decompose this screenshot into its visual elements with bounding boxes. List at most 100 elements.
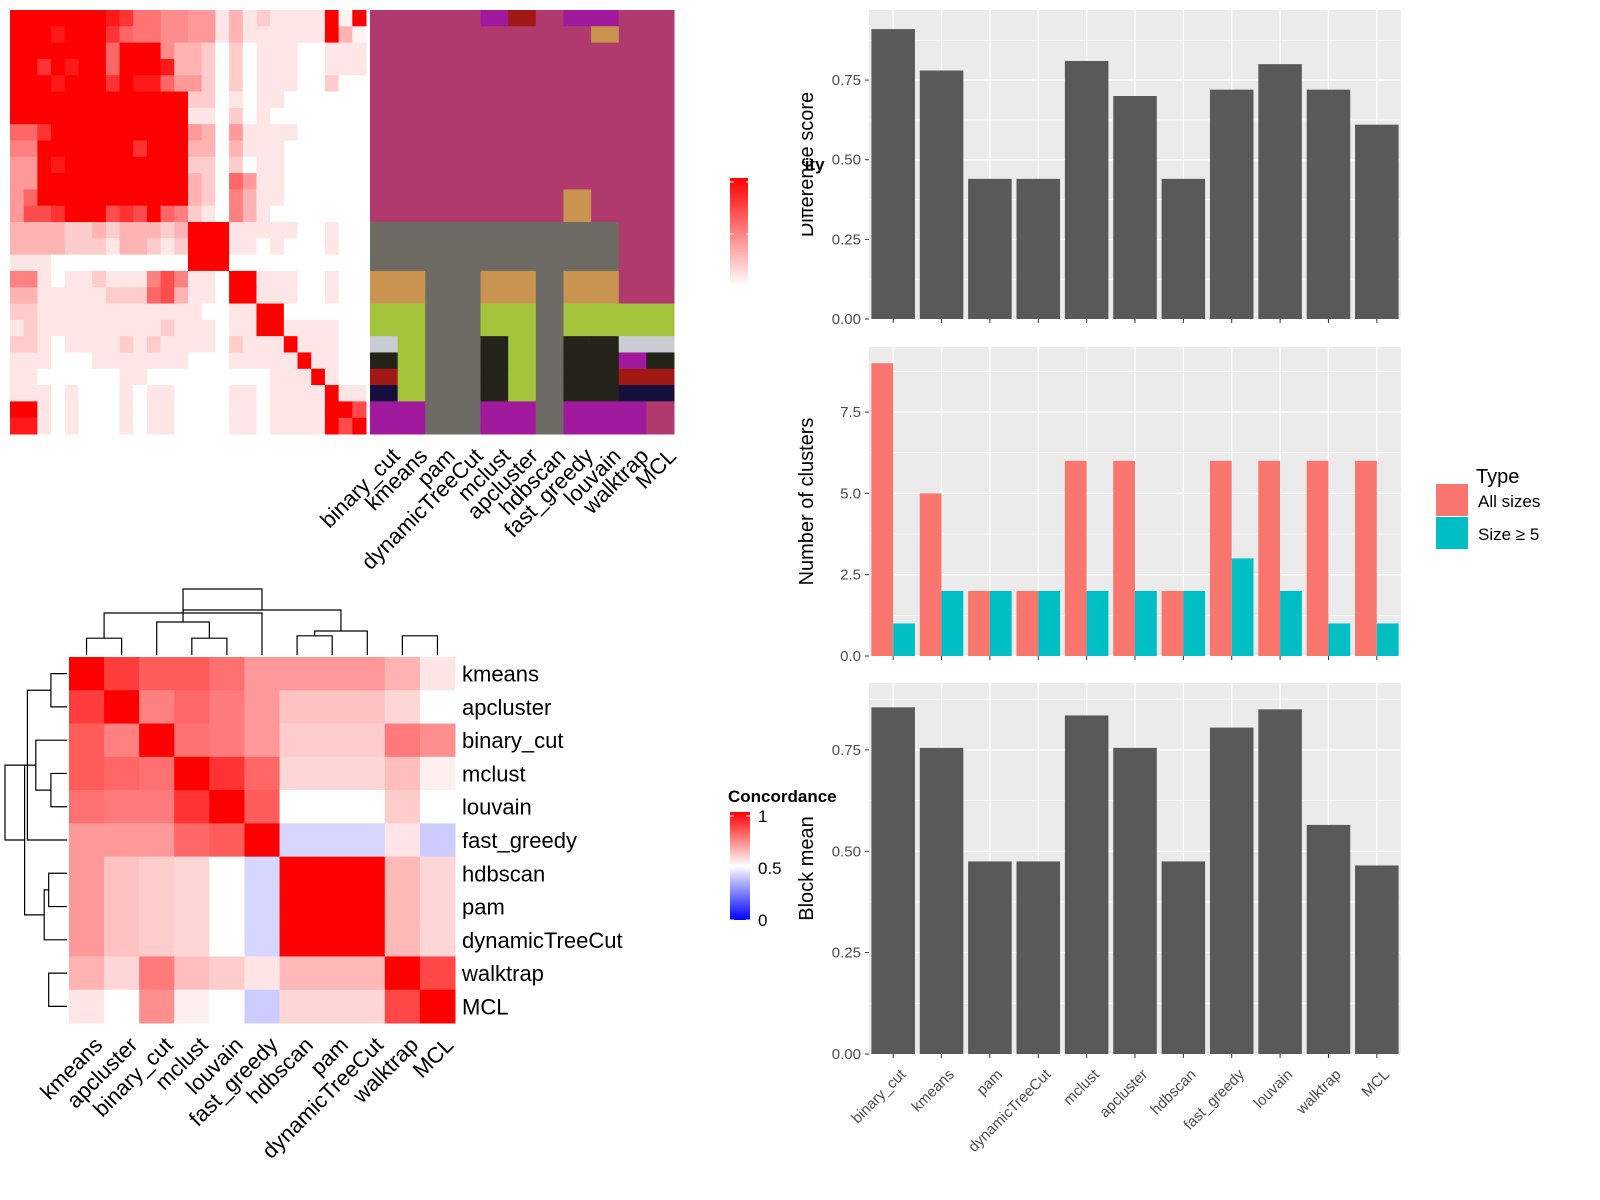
similarity-cell — [311, 189, 326, 207]
similarity-cell — [311, 91, 326, 109]
similarity-cell — [201, 42, 216, 60]
x-tick-label: dynamicTreeCut — [965, 1066, 1055, 1156]
concordance-cell — [314, 856, 351, 891]
cluster-cell — [591, 156, 620, 174]
concordance-cell — [314, 790, 351, 824]
similarity-cell — [201, 58, 216, 76]
concordance-cell — [279, 956, 316, 991]
similarity-cell — [188, 238, 203, 256]
concordance-row-label: hdbscan — [462, 861, 545, 886]
similarity-cell — [338, 91, 353, 109]
cluster-cell — [618, 336, 647, 353]
similarity-cell — [188, 140, 203, 158]
similarity-cell — [119, 26, 134, 44]
concordance-cell — [209, 856, 245, 891]
cluster-cell — [397, 368, 426, 386]
similarity-cell — [229, 107, 244, 125]
similarity-cell — [119, 75, 134, 93]
similarity-cell — [283, 287, 299, 305]
left-dendrogram-branch — [48, 972, 67, 1007]
similarity-cell — [92, 205, 107, 223]
similarity-cell — [105, 189, 121, 207]
similarity-cell — [23, 238, 38, 256]
similarity-cell — [37, 124, 52, 141]
concordance-cell — [314, 723, 351, 758]
cluster-cell — [508, 336, 537, 353]
similarity-cell — [338, 319, 353, 337]
similarity-cell — [283, 10, 299, 27]
cluster-cell — [618, 156, 647, 174]
similarity-cell — [51, 287, 66, 305]
bar — [941, 590, 964, 656]
similarity-cell — [270, 91, 285, 109]
similarity-cell — [256, 10, 271, 27]
bar — [989, 590, 1012, 656]
y-tick-label: 0.25 — [832, 945, 861, 962]
concordance-cell — [384, 889, 421, 924]
similarity-cell — [78, 254, 93, 272]
cluster-cell — [508, 107, 537, 125]
cluster-cell — [646, 140, 675, 158]
cluster-cell — [535, 173, 564, 190]
similarity-cell — [311, 368, 326, 386]
concordance-row-label: kmeans — [462, 662, 539, 687]
similarity-cell — [256, 173, 271, 190]
cluster-cell — [535, 222, 564, 239]
cluster-cell — [591, 254, 620, 272]
similarity-cell — [64, 42, 79, 60]
cluster-cell — [646, 254, 675, 272]
cluster-cell — [618, 222, 647, 239]
top-dendrogram-branch — [191, 637, 228, 655]
cluster-cell — [563, 352, 592, 370]
cluster-cell — [535, 287, 564, 305]
similarity-cell — [229, 140, 244, 158]
similarity-cell — [78, 189, 93, 207]
similarity-cell — [146, 401, 162, 419]
similarity-colorbar — [730, 178, 750, 286]
similarity-cell — [133, 319, 148, 337]
similarity-cell — [92, 336, 107, 353]
concordance-cell — [349, 989, 386, 1024]
similarity-cell — [256, 26, 271, 44]
similarity-cell — [119, 254, 134, 272]
concordance-cell — [174, 756, 210, 791]
similarity-cell — [270, 401, 285, 419]
similarity-cell — [10, 58, 25, 76]
similarity-cell — [51, 368, 66, 386]
similarity-cell — [160, 75, 175, 93]
similarity-cell — [92, 42, 107, 60]
similarity-cell — [229, 91, 244, 109]
concordance-cell — [69, 923, 105, 957]
concordance-cell — [69, 956, 105, 991]
cluster-cell — [563, 107, 592, 125]
concordance-cell — [69, 790, 105, 824]
similarity-cell — [256, 254, 271, 272]
similarity-cell — [256, 270, 271, 288]
similarity-cell — [229, 124, 244, 141]
bar — [968, 590, 990, 656]
similarity-cell — [78, 173, 93, 190]
similarity-cell — [10, 401, 25, 419]
similarity-cell — [10, 91, 25, 109]
similarity-cell — [160, 189, 175, 207]
similarity-cell — [51, 270, 66, 288]
y-axis-label: Number of clusters — [796, 418, 818, 586]
cluster-cell — [370, 205, 399, 223]
similarity-cell — [297, 26, 312, 44]
similarity-cell — [78, 26, 93, 44]
similarity-cell — [10, 140, 25, 158]
cluster-cell — [535, 10, 564, 27]
similarity-cell — [324, 254, 340, 272]
similarity-cell — [92, 124, 107, 141]
similarity-cell — [78, 352, 93, 370]
cluster-cell — [452, 10, 482, 27]
similarity-cell — [201, 173, 216, 190]
similarity-cell — [283, 173, 299, 190]
similarity-cell — [174, 26, 189, 44]
similarity-cell — [352, 352, 367, 370]
similarity-cell — [119, 173, 134, 190]
similarity-cell — [297, 140, 312, 158]
cluster-cell — [535, 156, 564, 174]
similarity-cell — [188, 336, 203, 353]
bar — [1161, 861, 1206, 1054]
